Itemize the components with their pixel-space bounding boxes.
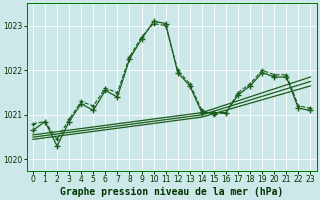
X-axis label: Graphe pression niveau de la mer (hPa): Graphe pression niveau de la mer (hPa) [60, 186, 283, 197]
